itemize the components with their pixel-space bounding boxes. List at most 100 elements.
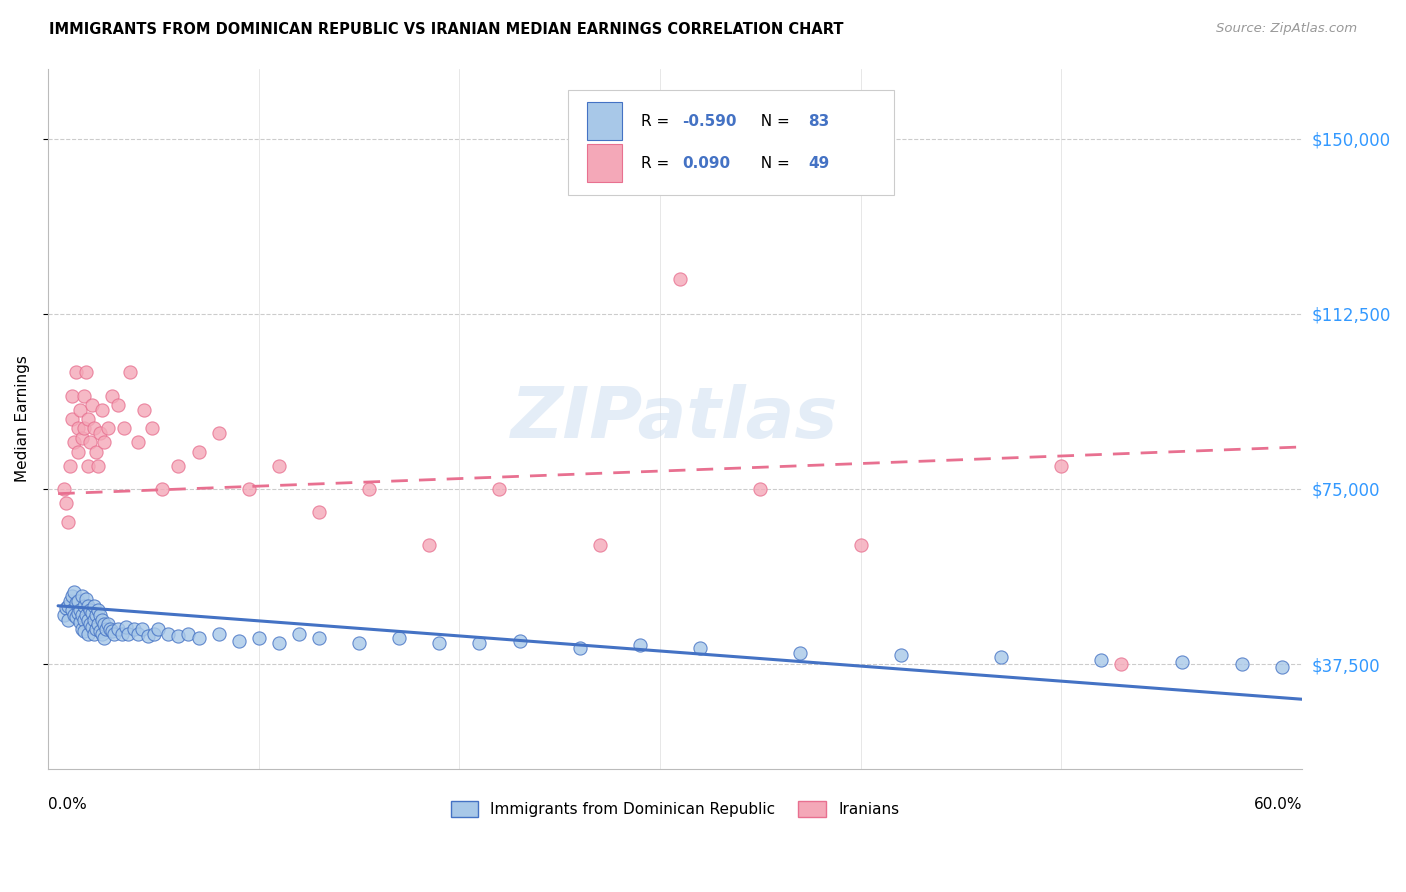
Point bbox=[60, 603, 83, 617]
Text: N =: N = bbox=[751, 113, 794, 128]
Point bbox=[67, 444, 90, 458]
Point bbox=[77, 412, 100, 426]
Point bbox=[79, 435, 101, 450]
Point bbox=[79, 617, 101, 632]
Point bbox=[148, 622, 170, 636]
Point bbox=[143, 627, 166, 641]
Point bbox=[157, 627, 180, 641]
Text: 60.0%: 60.0% bbox=[1253, 797, 1302, 813]
Point bbox=[56, 599, 79, 613]
Point bbox=[60, 590, 83, 604]
Point bbox=[89, 425, 111, 440]
Point bbox=[91, 627, 114, 641]
Point bbox=[75, 591, 97, 606]
Point bbox=[70, 431, 93, 445]
Point bbox=[69, 615, 91, 629]
Point bbox=[115, 620, 138, 634]
Point bbox=[63, 584, 86, 599]
Text: 49: 49 bbox=[808, 155, 830, 170]
Point bbox=[55, 601, 77, 615]
Point bbox=[141, 421, 163, 435]
Point bbox=[67, 606, 90, 620]
Point bbox=[77, 613, 100, 627]
Point bbox=[167, 629, 190, 643]
Point bbox=[207, 425, 229, 440]
Point bbox=[238, 482, 260, 496]
Point bbox=[56, 613, 79, 627]
Point bbox=[508, 633, 530, 648]
Point bbox=[357, 482, 380, 496]
Point bbox=[82, 620, 104, 634]
Point bbox=[628, 639, 651, 653]
Point bbox=[1111, 657, 1133, 672]
Text: Source: ZipAtlas.com: Source: ZipAtlas.com bbox=[1216, 22, 1357, 36]
Point bbox=[589, 538, 612, 552]
Point bbox=[59, 458, 82, 473]
Point bbox=[87, 458, 110, 473]
Point bbox=[1170, 655, 1192, 669]
Point bbox=[83, 627, 105, 641]
Point bbox=[73, 421, 96, 435]
Point bbox=[1050, 458, 1073, 473]
Point bbox=[84, 622, 107, 636]
Point bbox=[134, 402, 156, 417]
Point bbox=[75, 365, 97, 379]
Point bbox=[83, 613, 105, 627]
Point bbox=[138, 629, 160, 643]
Point bbox=[177, 627, 200, 641]
Point bbox=[60, 412, 83, 426]
Point bbox=[124, 622, 146, 636]
Point bbox=[127, 627, 149, 641]
Point bbox=[187, 444, 209, 458]
Point bbox=[84, 608, 107, 623]
Point bbox=[111, 627, 134, 641]
Point bbox=[75, 608, 97, 623]
Point bbox=[97, 617, 120, 632]
Point bbox=[77, 599, 100, 613]
Point bbox=[418, 538, 440, 552]
Text: ZIPatlas: ZIPatlas bbox=[512, 384, 838, 453]
Point bbox=[89, 624, 111, 639]
Point bbox=[749, 482, 772, 496]
Point bbox=[83, 421, 105, 435]
Bar bbox=[588, 144, 623, 182]
Point bbox=[93, 435, 115, 450]
Point bbox=[91, 613, 114, 627]
Point bbox=[73, 599, 96, 613]
Point bbox=[107, 398, 129, 412]
Point bbox=[69, 402, 91, 417]
Point bbox=[1271, 659, 1294, 673]
Text: R =: R = bbox=[641, 155, 675, 170]
Point bbox=[488, 482, 510, 496]
Text: 0.090: 0.090 bbox=[682, 155, 731, 170]
Point bbox=[97, 421, 120, 435]
Point bbox=[67, 421, 90, 435]
Point bbox=[65, 597, 87, 611]
Point bbox=[59, 594, 82, 608]
Point bbox=[63, 608, 86, 623]
Point bbox=[65, 365, 87, 379]
Point bbox=[288, 627, 311, 641]
Point bbox=[890, 648, 912, 662]
Bar bbox=[588, 102, 623, 140]
Point bbox=[93, 632, 115, 646]
Point bbox=[93, 617, 115, 632]
Point bbox=[127, 435, 149, 450]
Point bbox=[101, 624, 124, 639]
Point bbox=[63, 435, 86, 450]
Point bbox=[89, 608, 111, 623]
Point bbox=[849, 538, 872, 552]
Point bbox=[70, 608, 93, 623]
Text: N =: N = bbox=[751, 155, 794, 170]
Point bbox=[427, 636, 450, 650]
Point bbox=[53, 482, 76, 496]
Point bbox=[308, 632, 330, 646]
Point bbox=[187, 632, 209, 646]
Text: -0.590: -0.590 bbox=[682, 113, 737, 128]
Point bbox=[990, 650, 1012, 665]
Point bbox=[53, 608, 76, 623]
Point bbox=[91, 402, 114, 417]
Point bbox=[60, 388, 83, 402]
Y-axis label: Median Earnings: Median Earnings bbox=[15, 356, 30, 483]
Point bbox=[84, 444, 107, 458]
